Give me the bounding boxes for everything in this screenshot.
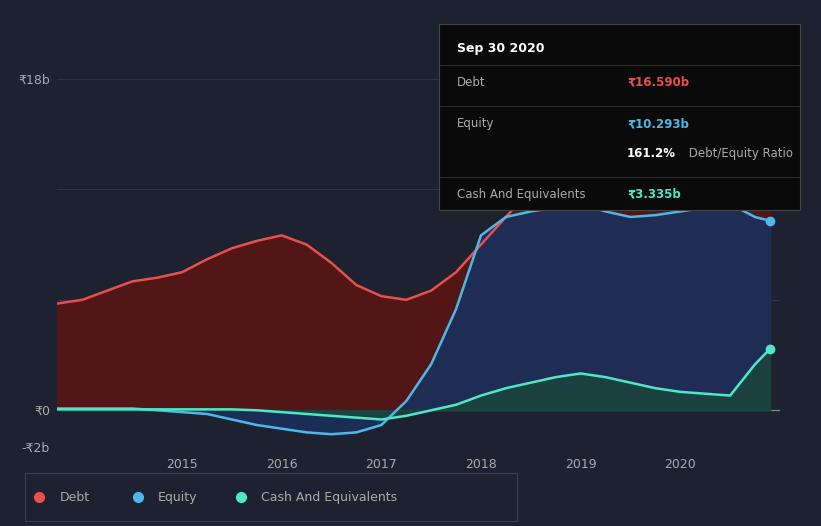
Text: Cash And Equivalents: Cash And Equivalents (261, 491, 397, 503)
Text: ₹10.293b: ₹10.293b (627, 117, 689, 130)
Text: Equity: Equity (457, 117, 495, 130)
Text: Cash And Equivalents: Cash And Equivalents (457, 188, 586, 201)
Text: Debt/Equity Ratio: Debt/Equity Ratio (685, 147, 793, 160)
Text: 161.2%: 161.2% (627, 147, 676, 160)
Text: ₹16.590b: ₹16.590b (627, 76, 689, 89)
Text: Equity: Equity (158, 491, 197, 503)
Text: Sep 30 2020: Sep 30 2020 (457, 43, 545, 55)
Text: Debt: Debt (60, 491, 90, 503)
Text: ₹3.335b: ₹3.335b (627, 188, 681, 201)
Text: Debt: Debt (457, 76, 486, 89)
